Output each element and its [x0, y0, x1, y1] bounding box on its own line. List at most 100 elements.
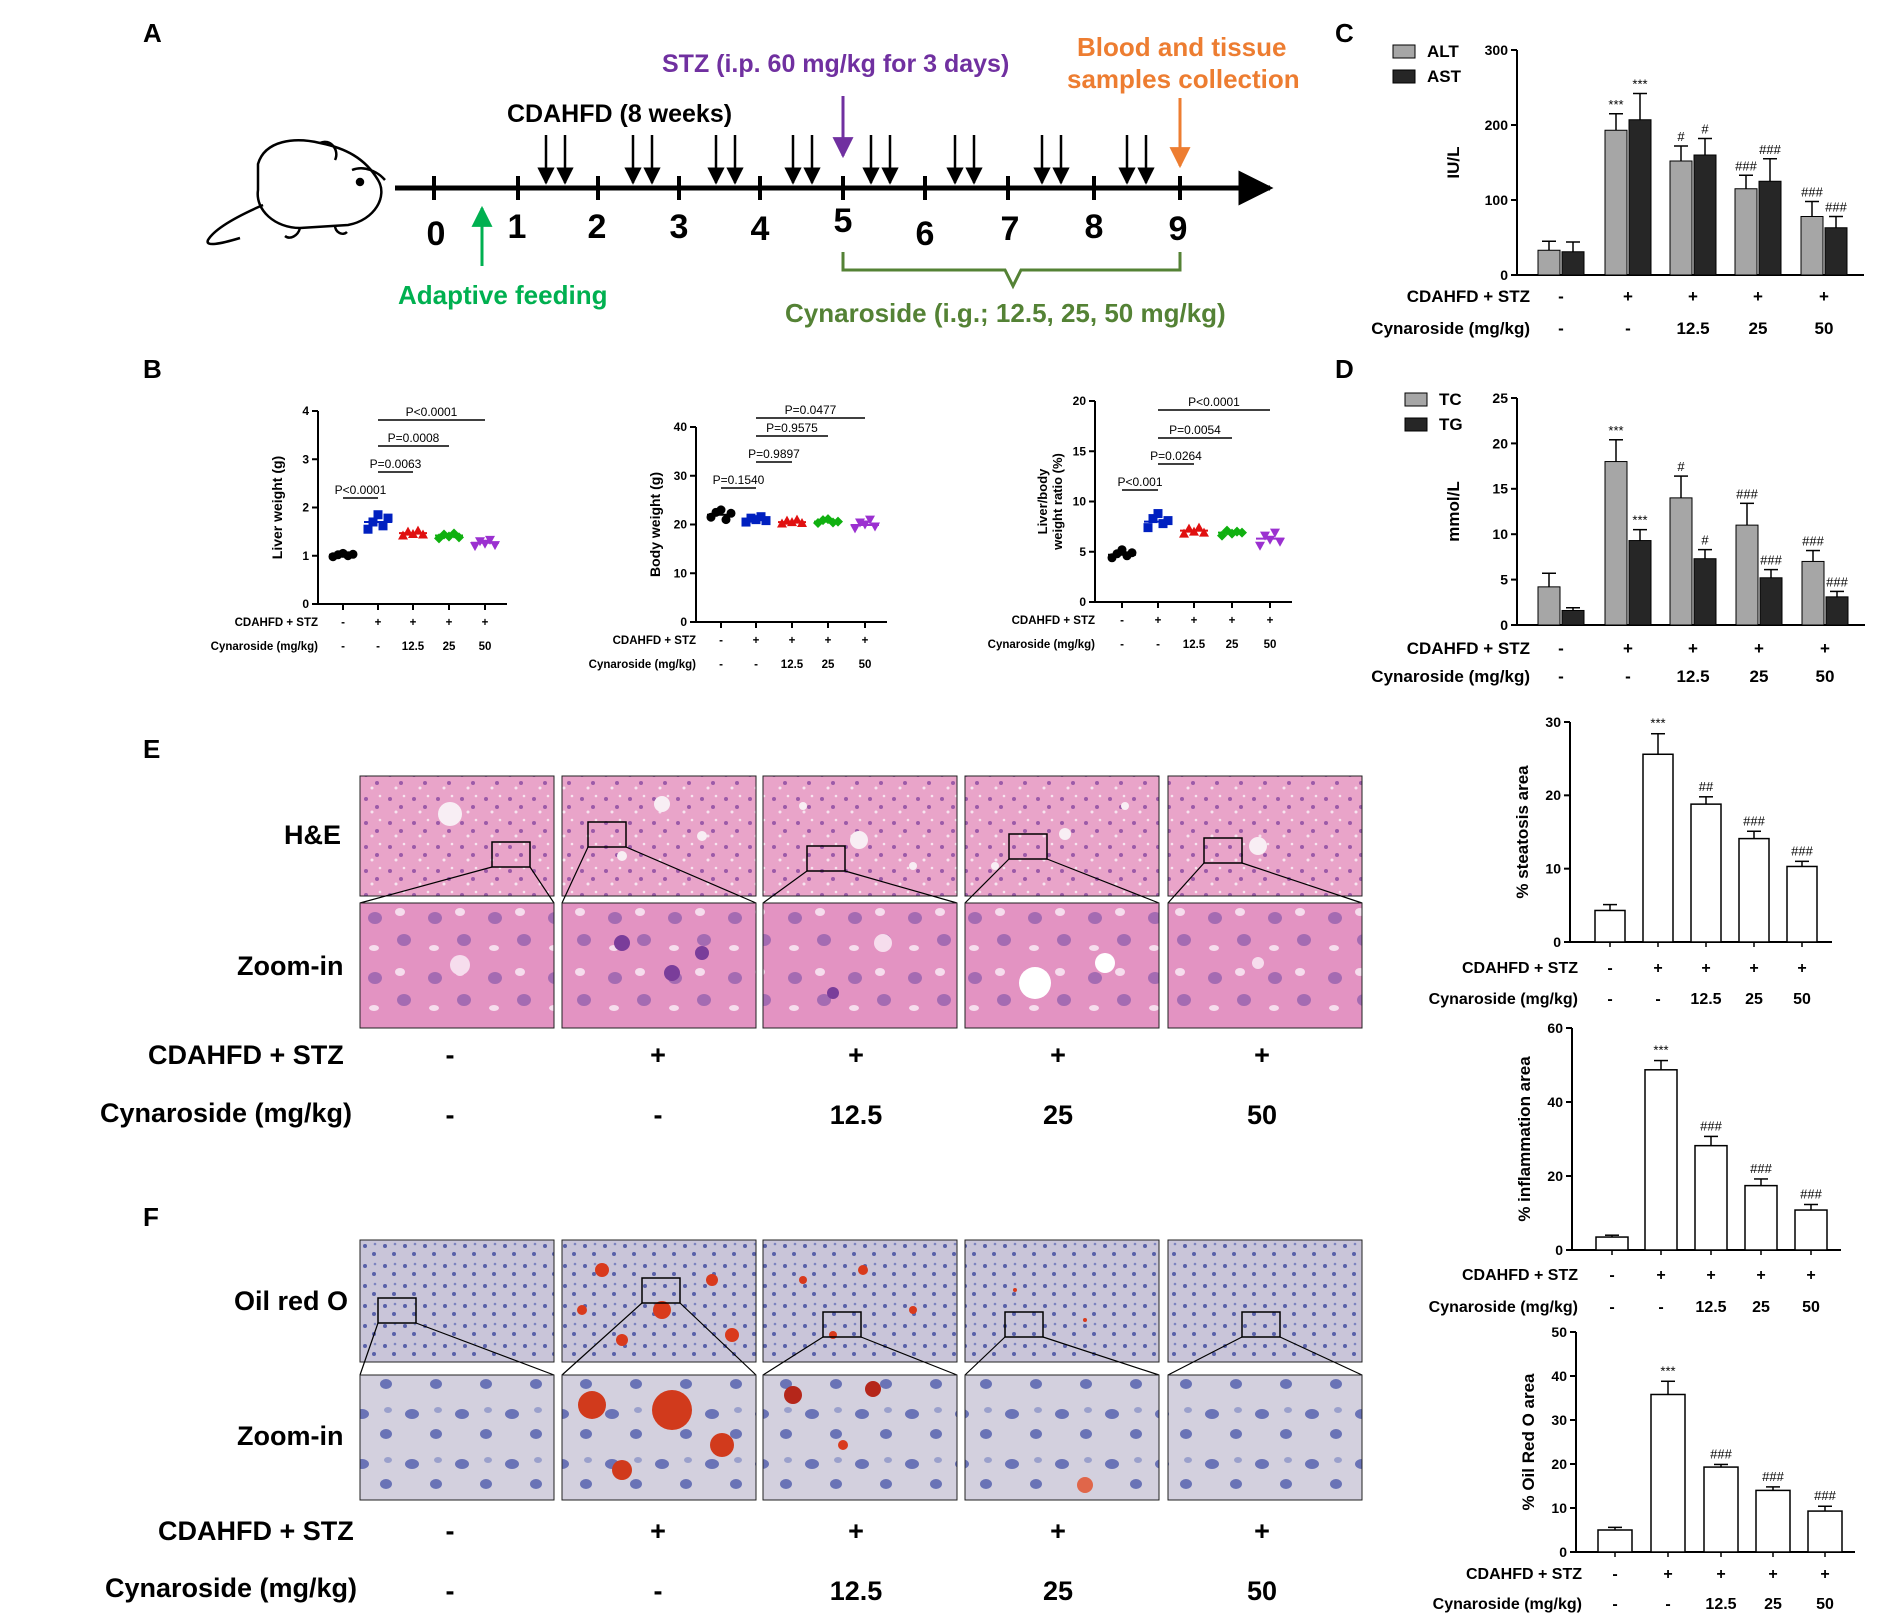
- e-group-signs: - - + - +12.5 +25 +50: [446, 1040, 1278, 1130]
- or-image-detail: [858, 1265, 868, 1275]
- B1-cdahfd-sign: +: [482, 617, 489, 629]
- E1-bar: [1786, 865, 1818, 943]
- group-dose-value: 12.5: [830, 1576, 883, 1606]
- D-dose-value: 12.5: [1676, 667, 1709, 686]
- group-cdahfd-sign: -: [446, 1040, 455, 1070]
- F1-significance: ***: [1660, 1363, 1675, 1378]
- f-dose-label: Cynaroside (mg/kg): [105, 1573, 357, 1603]
- C-bar: [1604, 129, 1628, 276]
- F1-dose-value: 25: [1764, 1596, 1782, 1613]
- B1-point: [363, 524, 373, 534]
- C-dose-value: 25: [1749, 319, 1768, 338]
- or-zoom-detail: [784, 1386, 802, 1404]
- group-dose-value: -: [654, 1100, 663, 1130]
- C-legend-label: AST: [1427, 67, 1462, 86]
- C-dose-value: 12.5: [1676, 319, 1709, 338]
- D-significance: ###: [1826, 574, 1848, 589]
- D-legend-swatch: [1404, 392, 1428, 407]
- C-cdahfd-sign: -: [1558, 287, 1564, 306]
- week-label: 9: [1169, 210, 1188, 248]
- C-legend-label: ALT: [1427, 42, 1459, 61]
- F1-bar: [1703, 1466, 1739, 1553]
- B3-point: [1265, 535, 1275, 545]
- E1-significance: ##: [1699, 779, 1714, 794]
- or-image-detail: [829, 1331, 837, 1339]
- B3-point: [1143, 523, 1153, 533]
- he-zoom-box: [806, 845, 846, 872]
- or-zoom-line: [1279, 1336, 1363, 1376]
- B2-point: [726, 508, 736, 518]
- D-bar: [1801, 560, 1825, 626]
- F1-ytick-label: 0: [1559, 1544, 1567, 1560]
- group-dose-value: 25: [1043, 1576, 1073, 1606]
- C-cdahfd-label: CDAHFD + STZ: [1407, 287, 1530, 306]
- F1-bar: [1597, 1529, 1633, 1553]
- E2-significance: ###: [1750, 1161, 1772, 1176]
- C-bar: [1669, 160, 1693, 276]
- or-image: [1167, 1239, 1363, 1363]
- he-zoom-image: [964, 902, 1160, 1029]
- he-zoom-line: [561, 846, 589, 904]
- D-bar: [1693, 558, 1717, 626]
- C-legend-swatch: [1392, 44, 1416, 59]
- stz-label: STZ (i.p. 60 mg/kg for 3 days): [662, 50, 1009, 78]
- or-zoom-line: [359, 1322, 379, 1376]
- C-bar: [1758, 180, 1782, 276]
- B1-cdahfd-sign: +: [375, 617, 382, 629]
- C-dose-value: 50: [1815, 319, 1834, 338]
- F1-cdahfd-sign: +: [1716, 1566, 1725, 1583]
- or-image-detail: [799, 1276, 807, 1284]
- or-zoom-line: [860, 1336, 958, 1376]
- F1-cdahfd-sign: -: [1612, 1566, 1617, 1583]
- he-image-detail: [438, 802, 462, 826]
- E1-significance: ***: [1650, 716, 1665, 731]
- B1-point: [485, 535, 495, 545]
- C-dose-value: -: [1625, 319, 1631, 338]
- or-image-detail: [725, 1328, 739, 1342]
- E1-ytick-label: 0: [1553, 934, 1561, 950]
- he-image-detail: [1121, 802, 1129, 810]
- B2-cdahfd-sign: +: [825, 635, 832, 647]
- E1-bar: [1738, 837, 1770, 943]
- he-image-detail: [1059, 828, 1071, 840]
- D-bar: [1604, 461, 1628, 626]
- B1-cdahfd-sign: -: [341, 617, 345, 629]
- B1-point: [373, 510, 383, 520]
- B3-pvalue-label: P=0.0054: [1169, 423, 1221, 437]
- he-image: [1167, 775, 1363, 897]
- panel-label-f: F: [143, 1202, 159, 1232]
- B3-cdahfd-sign: +: [1191, 615, 1198, 627]
- he-zoom-box: [491, 841, 531, 868]
- E2-bar: [1595, 1236, 1629, 1251]
- B1-cdahfd-sign: +: [410, 617, 417, 629]
- group-dose-value: 12.5: [830, 1100, 883, 1130]
- B2-cdahfd-sign: +: [789, 635, 796, 647]
- B3-point: [1199, 527, 1209, 537]
- C-significance: #: [1701, 122, 1709, 137]
- B2-point: [870, 522, 880, 532]
- or-zoom-detail: [652, 1390, 692, 1430]
- B3-ytick-label: 15: [1073, 444, 1087, 458]
- B3-cdahfd-label: CDAHFD + STZ: [1012, 615, 1095, 627]
- histology-oilred-panel: Oil red O Zoom-in CDAHFD + STZ Cynarosid…: [105, 1239, 1363, 1606]
- E1-cdahfd-sign: +: [1749, 960, 1758, 977]
- B3-dose-value: 50: [1264, 639, 1277, 651]
- he-zoom-image: [762, 902, 958, 1029]
- D-dose-value: -: [1558, 667, 1564, 686]
- E2-significance: ###: [1800, 1186, 1822, 1201]
- D-dose-label: Cynaroside (mg/kg): [1371, 667, 1530, 686]
- B3-point: [1255, 541, 1265, 551]
- B3-ytick-label: 10: [1073, 495, 1087, 509]
- B3-pvalue-label: P<0.001: [1117, 475, 1162, 489]
- B2-dose-value: -: [754, 659, 758, 671]
- D-ylabel: mmol/L: [1444, 481, 1463, 541]
- B2-point: [721, 515, 731, 525]
- B1-point: [378, 521, 388, 531]
- F1-bar: [1650, 1393, 1686, 1553]
- or-zoom-line: [1167, 1336, 1243, 1376]
- B1-pvalue-label: P=0.0008: [388, 431, 440, 445]
- oilred-images: [359, 1239, 1363, 1501]
- B3-point: [1163, 516, 1173, 526]
- F1-cdahfd-sign: +: [1768, 1566, 1777, 1583]
- F1-significance: ###: [1762, 1469, 1784, 1484]
